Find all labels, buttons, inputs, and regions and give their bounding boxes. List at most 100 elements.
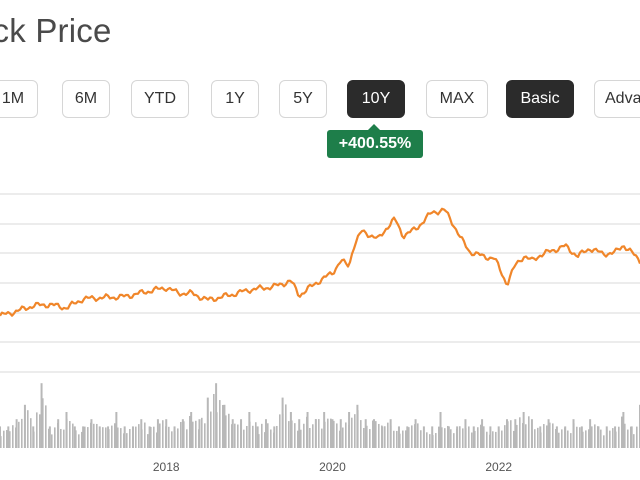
volume-bar (390, 425, 392, 448)
mode-button-adva[interactable]: Adva (594, 80, 640, 118)
volume-bar (237, 424, 239, 448)
range-button-5y[interactable]: 5Y (279, 80, 327, 118)
volume-bar (468, 426, 470, 448)
volume-bar (336, 423, 338, 448)
volume-bar (486, 431, 488, 448)
volume-bar (177, 428, 179, 448)
volume-bar (273, 432, 275, 448)
volume-bar (45, 405, 47, 448)
volume-bar (147, 434, 149, 448)
volume-bar (480, 424, 482, 448)
volume-bar (567, 430, 569, 448)
volume-bar (138, 424, 140, 448)
volume-bar (570, 433, 572, 448)
volume-bar (9, 431, 11, 448)
volume-bar (373, 419, 376, 448)
volume-bar (339, 430, 341, 448)
volume-bar (240, 423, 242, 448)
volume-bar (256, 426, 259, 448)
volume-bar (171, 431, 173, 448)
volume-bar (555, 426, 558, 448)
volume-bar (426, 432, 428, 448)
volume-bar (282, 413, 284, 448)
volume-bar (73, 426, 76, 448)
volume-bar (165, 426, 167, 448)
volume-bar (591, 426, 593, 448)
volume-bar (219, 400, 221, 448)
volume-bar (414, 424, 416, 448)
volume-bar (331, 419, 334, 448)
volume-bar (630, 426, 633, 448)
volume-bar (364, 419, 367, 448)
volume-bar (528, 416, 530, 448)
volume-bar (7, 426, 10, 448)
volume-bar (462, 428, 464, 448)
volume-bar (339, 419, 342, 448)
volume-bar (84, 426, 86, 448)
volume-bar (522, 423, 524, 448)
volume-bar (633, 434, 635, 448)
volume-bar (531, 430, 533, 448)
volume-bar (330, 418, 332, 448)
volume-bar (447, 425, 449, 448)
range-button-ytd[interactable]: YTD (131, 80, 189, 118)
volume-bar (378, 423, 380, 448)
volume-bar (105, 427, 107, 448)
volume-bar (198, 429, 200, 448)
volume-bar (30, 418, 32, 448)
volume-bar (603, 435, 605, 448)
volume-bar (159, 423, 161, 448)
volume-bar (435, 433, 437, 448)
volume-bar (636, 426, 638, 448)
price-line (0, 207, 640, 317)
volume-bar (489, 434, 491, 448)
volume-bar (57, 423, 59, 448)
volume-bar (399, 433, 401, 448)
volume-bar (363, 427, 365, 448)
volume-bar (618, 426, 620, 448)
volume-bar (15, 427, 17, 448)
volume-bar (78, 434, 80, 448)
volume-bar (225, 415, 227, 448)
volume-bar (576, 426, 578, 448)
volume-bar (123, 433, 125, 448)
stock-price-chart: 2018 2020 2022 (0, 193, 640, 474)
volume-bar (481, 419, 484, 448)
volume-bar (372, 420, 374, 448)
volume-bar (543, 424, 545, 448)
volume-bar (408, 427, 410, 448)
range-button-10y[interactable]: 10Y (347, 80, 405, 118)
volume-bar (397, 426, 400, 448)
volume-bar (501, 430, 503, 448)
volume-bar (223, 404, 226, 448)
volume-bar (417, 423, 419, 448)
volume-bar (264, 419, 267, 448)
mode-button-basic[interactable]: Basic (506, 80, 574, 118)
volume-bar (585, 430, 587, 448)
volume-bar (183, 421, 185, 448)
volume-bar (312, 424, 314, 448)
range-button-6m[interactable]: 6M (62, 80, 110, 118)
volume-bar (222, 404, 224, 448)
volume-bar (420, 430, 422, 448)
range-button-1y[interactable]: 1Y (211, 80, 259, 118)
volume-bar (249, 421, 251, 448)
volume-bar (510, 420, 512, 448)
volume-bar (589, 419, 592, 448)
volume-bar (190, 412, 193, 448)
volume-bar (141, 429, 143, 448)
volume-bar (291, 420, 293, 448)
volume-bar (120, 428, 122, 448)
range-button-1m[interactable]: 1M (0, 80, 38, 118)
range-button-max[interactable]: MAX (426, 80, 488, 118)
volume-bar (66, 418, 68, 448)
volume-bar (606, 429, 608, 448)
volume-bar (33, 431, 35, 448)
volume-bar (93, 423, 95, 448)
volume-bar (195, 420, 197, 448)
volume-bar (354, 414, 356, 448)
x-tick-label: 2018 (153, 460, 180, 474)
volume-bar (102, 427, 104, 448)
volume-bar (267, 423, 269, 448)
volume-bar (318, 419, 320, 448)
